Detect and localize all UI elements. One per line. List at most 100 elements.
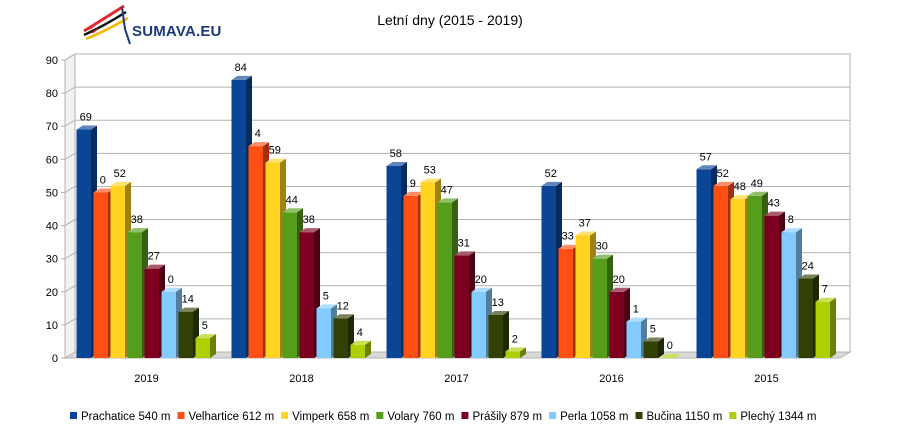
bar-top (76, 125, 97, 130)
bar-side (658, 337, 664, 358)
bar (558, 248, 573, 358)
bar-top (643, 337, 664, 342)
bar-group-2016: 52 33 37 30 20 150 (541, 168, 681, 358)
bar-top (437, 198, 458, 203)
bar (798, 278, 813, 358)
data-label: 57 (700, 151, 712, 163)
legend-item: Prášily 879 m (461, 411, 542, 423)
bar-top (713, 181, 734, 186)
bar-top (747, 191, 768, 196)
y-tick-label: 90 (46, 55, 58, 67)
y-tick-label: 50 (46, 187, 58, 199)
data-label: 24 (802, 261, 814, 273)
bar-top (541, 181, 562, 186)
bar (437, 202, 452, 358)
bar-top (558, 244, 579, 249)
bar (350, 344, 365, 358)
data-label: 52 (114, 168, 126, 180)
data-label: 52 (717, 168, 729, 180)
data-label: 58 (390, 148, 402, 160)
legend-swatch (281, 412, 289, 419)
x-tick-label: 2017 (444, 373, 468, 385)
bar (110, 185, 125, 358)
bar-top (333, 314, 354, 319)
y-tick-label: 70 (46, 121, 58, 133)
bar-top (231, 75, 252, 80)
legend-swatch (635, 412, 643, 419)
bar-top (195, 334, 216, 339)
data-label: 37 (579, 217, 591, 229)
bar-top (609, 287, 630, 292)
data-label: 1 (633, 304, 639, 316)
data-label: 5 (650, 323, 656, 335)
bar-top (781, 228, 802, 233)
data-label: 13 (492, 297, 504, 309)
bar-group-2019: 69 0 52 38 27 0 14 5 (76, 112, 216, 359)
data-label: 38 (131, 214, 143, 226)
data-label: 33 (562, 231, 574, 243)
bar (195, 338, 210, 358)
bar-top (161, 287, 182, 292)
bar (144, 268, 159, 358)
x-tick-label: 2018 (289, 373, 313, 385)
data-label: 30 (596, 241, 608, 253)
data-label: 5 (202, 320, 208, 332)
bar-side (830, 297, 836, 358)
y-tick-label: 40 (46, 221, 58, 233)
legend-item: Plechý 1344 m (729, 411, 816, 423)
data-label: 38 (303, 214, 315, 226)
bar-group-2018: 84 4 59 44 38 5 12 4 (231, 62, 371, 358)
data-label: 69 (80, 112, 92, 124)
data-label: 20 (475, 274, 487, 286)
bar (403, 195, 418, 358)
bar-top (764, 211, 785, 216)
logo-text: SUMAVA.EU (132, 23, 222, 40)
logo-swoosh-icon (83, 4, 131, 45)
legend-label: Plechý 1344 m (740, 411, 816, 423)
bar (333, 318, 348, 358)
bar (265, 162, 280, 358)
gridline (64, 86, 850, 94)
data-label: 5 (323, 290, 329, 302)
gridline (64, 219, 850, 226)
legend-label: Velhartice 612 m (189, 411, 275, 423)
bar-top (592, 254, 613, 259)
bar (505, 351, 520, 358)
y-tick-label: 80 (46, 88, 58, 100)
bar-top (815, 297, 836, 302)
data-label: 8 (788, 214, 794, 226)
legend-swatch (461, 412, 469, 419)
data-label: 27 (148, 251, 160, 263)
data-label: 0 (667, 340, 673, 352)
bar-group-2017: 58 9 53 47 31 20 13 2 (386, 148, 526, 358)
legend-item: Velhartice 612 m (177, 411, 275, 423)
x-tick-label: 2019 (134, 373, 158, 385)
bar-top (505, 347, 526, 352)
legend-item: Bučina 1150 m (635, 411, 722, 423)
data-label: 20 (613, 274, 625, 286)
plot-side-wall (64, 53, 76, 359)
bar (231, 79, 246, 358)
bar (730, 199, 745, 358)
bar-side (210, 334, 216, 358)
data-label: 48 (734, 181, 746, 193)
bar (592, 258, 607, 358)
sumava-logo: SUMAVA.EU (82, 4, 232, 54)
bar-top (316, 304, 337, 309)
bar-top (454, 251, 475, 256)
bar (747, 195, 762, 358)
data-label: 43 (768, 198, 780, 210)
legend-label: Vimperk 658 m (292, 411, 369, 423)
bar-top (575, 231, 596, 236)
gridline (64, 152, 850, 160)
bar (696, 169, 711, 358)
legend-item: Perla 1058 m (549, 411, 629, 423)
y-tick-label: 30 (46, 254, 58, 266)
y-tick-label: 10 (46, 320, 58, 332)
legend-swatch (549, 412, 557, 419)
bar (420, 182, 435, 358)
y-tick-label: 20 (46, 287, 58, 299)
data-label: 7 (822, 284, 828, 296)
bar (299, 232, 314, 358)
bar-top (350, 340, 371, 345)
